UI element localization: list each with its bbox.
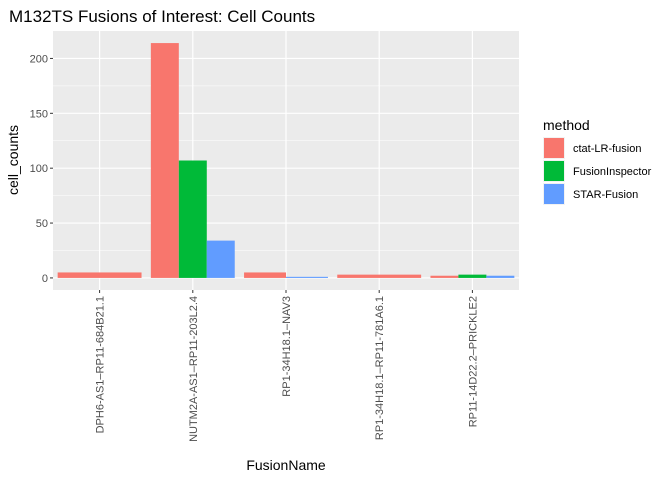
y-tick-label: 150 — [30, 108, 48, 120]
x-tick-label: DPH6-AS1–RP11-684B21.1 — [95, 296, 107, 433]
bar — [244, 272, 286, 278]
x-tick-label: NUTM2A-AS1–RP11-203L2.4 — [188, 296, 200, 442]
y-axis: 0 50 100 150 200 — [30, 53, 53, 285]
bar — [57, 272, 142, 278]
bar — [458, 274, 487, 278]
legend-label: FusionInspector — [573, 166, 652, 178]
legend-swatch — [544, 138, 564, 158]
y-tick-label: 0 — [42, 273, 48, 285]
x-tick-label: RP1-34H18.1–NAV3 — [281, 296, 293, 397]
legend-swatch — [544, 161, 564, 181]
y-tick-label: 50 — [36, 218, 48, 230]
legend-swatch — [544, 184, 564, 204]
legend-label: ctat-LR-fusion — [573, 143, 641, 155]
bar — [486, 275, 515, 278]
bar — [286, 276, 328, 278]
legend-title: method — [543, 117, 590, 133]
bar — [178, 160, 207, 278]
x-tick-label: RP1-34H18.1–RP11-781A6.1 — [374, 296, 386, 440]
bar — [337, 274, 422, 278]
x-axis-label: FusionName — [246, 457, 326, 473]
x-tick-label: RP11-14D22.2–PRICKLE2 — [467, 296, 479, 427]
bars — [57, 43, 515, 278]
bar — [150, 43, 179, 278]
y-tick-label: 200 — [30, 53, 48, 65]
legend: method ctat-LR-fusion FusionInspector STAR… — [543, 117, 652, 205]
y-axis-label: cell_counts — [5, 125, 21, 195]
bar — [430, 275, 459, 278]
legend-label: STAR-Fusion — [573, 189, 638, 201]
chart-title: M132TS Fusions of Interest: Cell Counts — [9, 7, 315, 26]
y-tick-label: 100 — [30, 163, 48, 175]
x-axis: DPH6-AS1–RP11-684B21.1 NUTM2A-AS1–RP11-20… — [95, 290, 479, 442]
bar — [206, 240, 235, 278]
